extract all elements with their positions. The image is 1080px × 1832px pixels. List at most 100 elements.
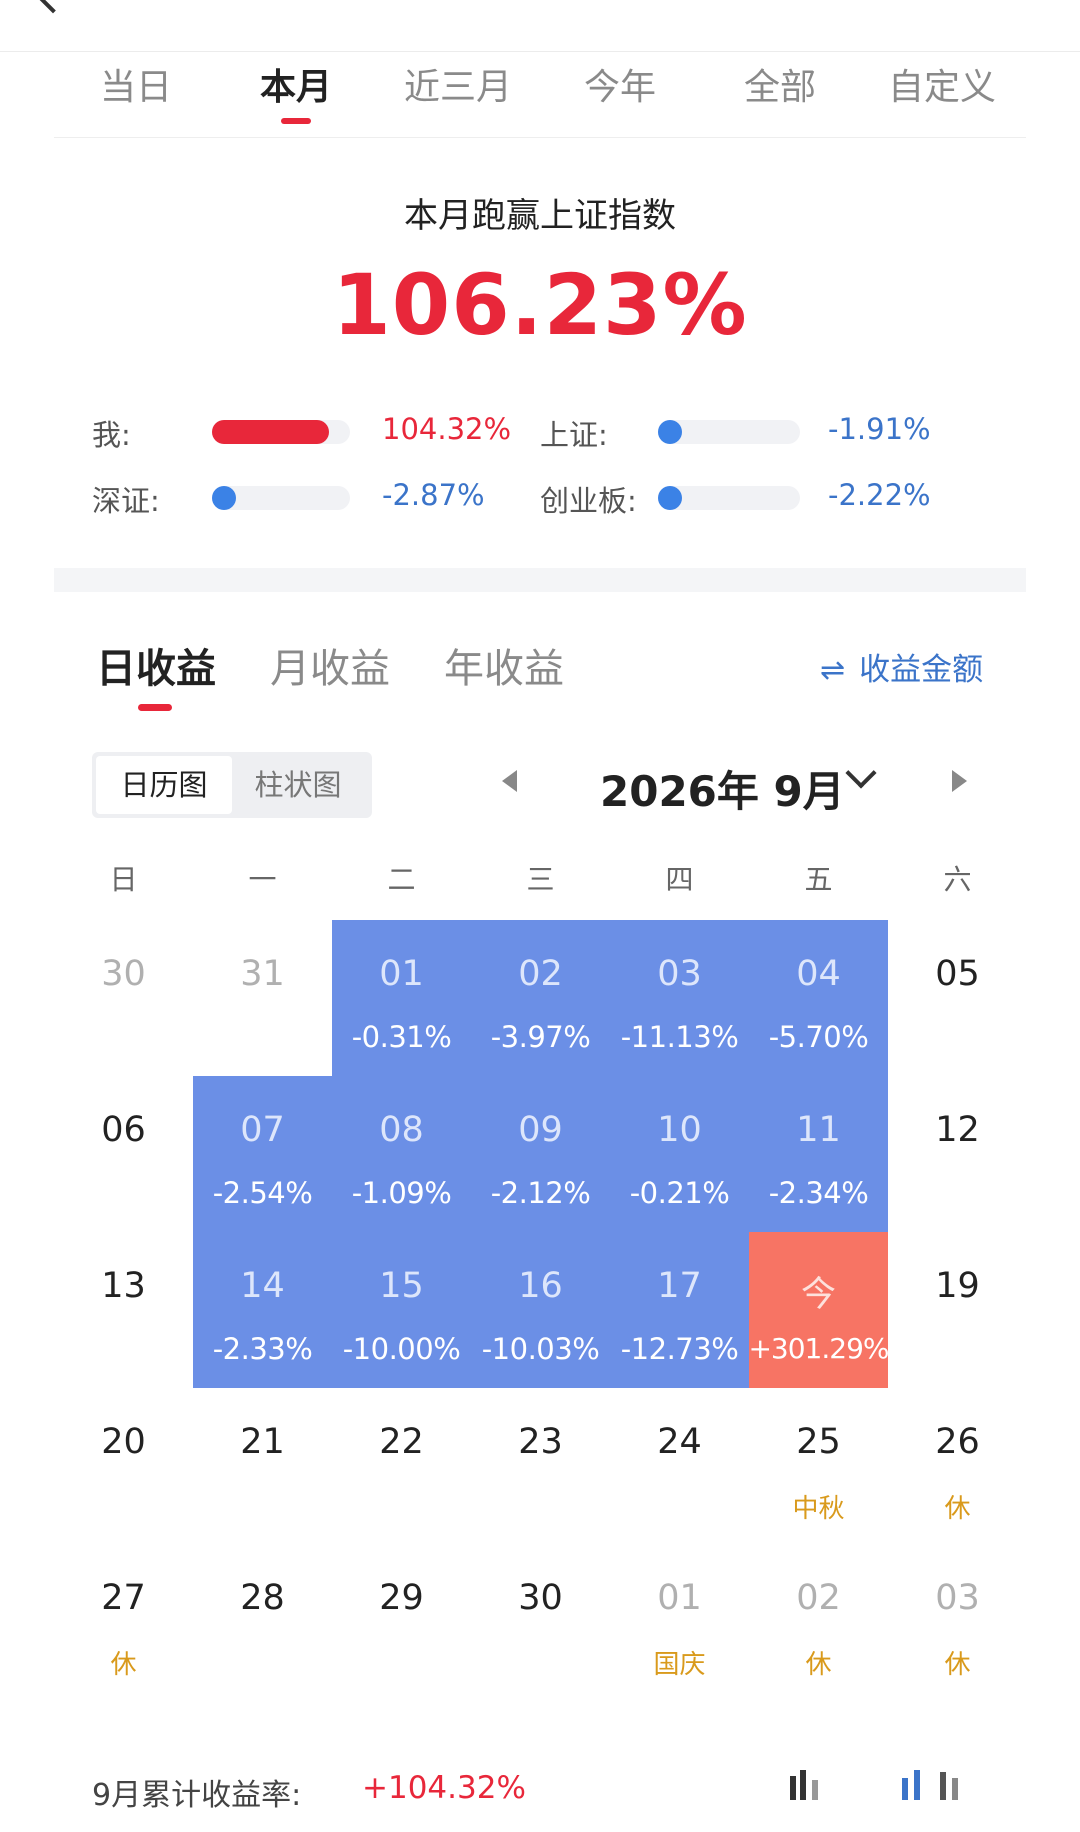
calendar-day[interactable]: 03 休 bbox=[888, 1544, 1027, 1700]
calendar-holiday-note: 休 bbox=[944, 1650, 971, 1680]
calendar-day-number: 24 bbox=[657, 1422, 702, 1462]
next-month-icon[interactable] bbox=[952, 770, 967, 792]
shenzhen-bar-dot bbox=[212, 486, 236, 510]
period-tabs: 当日 本月 近三月 今年 全部 自定义 bbox=[54, 52, 1026, 138]
calendar-day-number: 今 bbox=[800, 1275, 836, 1315]
month-title[interactable]: 2026年 9月 bbox=[600, 767, 845, 816]
calendar-day[interactable]: 04 -5.70% bbox=[749, 920, 888, 1076]
my-return-value: 104.32% bbox=[382, 412, 512, 446]
chinext-label: 创业板: bbox=[540, 484, 637, 518]
calendar-day[interactable]: 08 -1.09% bbox=[332, 1076, 471, 1232]
calendar-day-return: +301.29% bbox=[748, 1332, 889, 1365]
calendar-day-return: -1.09% bbox=[351, 1176, 452, 1210]
calendar-day[interactable]: 21 bbox=[193, 1388, 332, 1544]
calendar-day[interactable]: 30 bbox=[471, 1544, 610, 1700]
calendar-day[interactable]: 20 bbox=[54, 1388, 193, 1544]
shanghai-bar bbox=[658, 420, 800, 444]
calendar-day-number: 30 bbox=[101, 954, 146, 994]
cumulative-return-value: +104.32% bbox=[362, 1770, 526, 1806]
calendar-day-number: 08 bbox=[379, 1110, 424, 1150]
calendar-day-number: 06 bbox=[101, 1110, 146, 1150]
earnings-amount-toggle[interactable]: ⇌ 收益金额 bbox=[820, 644, 983, 689]
calendar-holiday-note: 中秋 bbox=[792, 1494, 845, 1524]
calendar-day[interactable]: 16 -10.03% bbox=[471, 1232, 610, 1388]
calendar-day-number: 15 bbox=[379, 1266, 424, 1306]
calendar-day[interactable]: 09 -2.12% bbox=[471, 1076, 610, 1232]
calendar-day[interactable]: 12 bbox=[888, 1076, 1027, 1232]
calendar-day-number: 27 bbox=[101, 1578, 146, 1618]
calendar-day[interactable]: 28 bbox=[193, 1544, 332, 1700]
bar-chart-icon bbox=[940, 1772, 946, 1800]
calendar-day[interactable]: 22 bbox=[332, 1388, 471, 1544]
calendar-day-return: -3.97% bbox=[490, 1020, 591, 1054]
section-divider bbox=[54, 568, 1026, 592]
tab-yearly-earnings[interactable]: 年收益 bbox=[444, 646, 564, 692]
chinext-bar bbox=[658, 486, 800, 510]
calendar-day[interactable]: 15 -10.00% bbox=[332, 1232, 471, 1388]
calendar-day[interactable]: 25 中秋 bbox=[749, 1388, 888, 1544]
calendar-day-number: 23 bbox=[518, 1422, 563, 1462]
calendar-day-return: -2.12% bbox=[490, 1176, 591, 1210]
calendar-day-return: -2.54% bbox=[212, 1176, 313, 1210]
calendar-view-button[interactable]: 日历图 bbox=[96, 756, 232, 814]
calendar-day[interactable]: 19 bbox=[888, 1232, 1027, 1388]
my-return-bar-fill bbox=[212, 420, 330, 444]
tab-daily-earnings[interactable]: 日收益 bbox=[96, 646, 216, 692]
calendar-day[interactable]: 02 休 bbox=[749, 1544, 888, 1700]
calendar-day-return: -2.33% bbox=[212, 1332, 313, 1366]
chevron-down-icon[interactable] bbox=[845, 757, 877, 789]
tab-today[interactable]: 当日 bbox=[100, 67, 173, 108]
tab-custom[interactable]: 自定义 bbox=[888, 67, 997, 108]
calendar-day[interactable]: 26 休 bbox=[888, 1388, 1027, 1544]
calendar-day[interactable]: 01 国庆 bbox=[610, 1544, 749, 1700]
tab-this-year[interactable]: 今年 bbox=[584, 67, 657, 108]
swap-icon: ⇌ bbox=[820, 653, 846, 688]
calendar-day[interactable]: 27 休 bbox=[54, 1544, 193, 1700]
calendar-day[interactable]: 10 -0.21% bbox=[610, 1076, 749, 1232]
calendar-day-number: 19 bbox=[935, 1266, 980, 1306]
tab-three-months[interactable]: 近三月 bbox=[404, 67, 513, 108]
calendar-day[interactable]: 07 -2.54% bbox=[193, 1076, 332, 1232]
calendar-day-number: 13 bbox=[101, 1266, 146, 1306]
calendar-day[interactable]: 14 -2.33% bbox=[193, 1232, 332, 1388]
weekday-header: 二 bbox=[387, 863, 416, 896]
calendar-day[interactable]: 23 bbox=[471, 1388, 610, 1544]
tab-monthly-earnings[interactable]: 月收益 bbox=[270, 646, 390, 692]
weekday-header: 一 bbox=[248, 863, 277, 896]
tab-this-month[interactable]: 本月 bbox=[260, 58, 332, 124]
shanghai-label: 上证: bbox=[540, 418, 608, 452]
calendar-day[interactable]: 01 -0.31% bbox=[332, 920, 471, 1076]
prev-month-icon[interactable] bbox=[502, 770, 517, 792]
calendar-day-number: 21 bbox=[240, 1422, 285, 1462]
chinext-bar-dot bbox=[658, 486, 682, 510]
calendar-day[interactable]: 02 -3.97% bbox=[471, 920, 610, 1076]
calendar-day-return: -12.73% bbox=[620, 1332, 739, 1366]
calendar-day[interactable]: 05 bbox=[888, 920, 1027, 1076]
calendar-day[interactable]: 11 -2.34% bbox=[749, 1076, 888, 1232]
earnings-amount-label: 收益金额 bbox=[859, 652, 984, 688]
bar-view-button[interactable]: 柱状图 bbox=[254, 768, 342, 802]
shenzhen-label: 深证: bbox=[92, 484, 160, 518]
bar-chart-icon bbox=[952, 1778, 958, 1800]
calendar-day-number: 31 bbox=[240, 954, 285, 994]
my-return-bar bbox=[212, 420, 350, 444]
calendar-day[interactable]: 24 bbox=[610, 1388, 749, 1544]
calendar-day[interactable]: 29 bbox=[332, 1544, 471, 1700]
calendar-day-number: 10 bbox=[657, 1110, 702, 1150]
calendar-day[interactable]: 31 bbox=[193, 920, 332, 1076]
tab-all[interactable]: 全部 bbox=[744, 67, 817, 108]
calendar-holiday-note: 休 bbox=[110, 1650, 137, 1680]
beat-index-title: 本月跑赢上证指数 bbox=[404, 196, 676, 236]
calendar-day-return: -5.70% bbox=[768, 1020, 869, 1054]
calendar-day[interactable]: 06 bbox=[54, 1076, 193, 1232]
calendar-day[interactable]: 03 -11.13% bbox=[610, 920, 749, 1076]
calendar-day[interactable]: 17 -12.73% bbox=[610, 1232, 749, 1388]
calendar-day-number: 04 bbox=[796, 954, 841, 994]
calendar-holiday-note: 休 bbox=[805, 1650, 832, 1680]
calendar-day-today[interactable]: 今 +301.29% bbox=[748, 1232, 890, 1388]
back-arrow-icon[interactable] bbox=[34, 0, 72, 14]
bar-chart-icon bbox=[914, 1770, 920, 1800]
bar-chart-icon bbox=[812, 1780, 818, 1800]
calendar-day[interactable]: 30 bbox=[54, 920, 193, 1076]
calendar-day[interactable]: 13 bbox=[54, 1232, 193, 1388]
